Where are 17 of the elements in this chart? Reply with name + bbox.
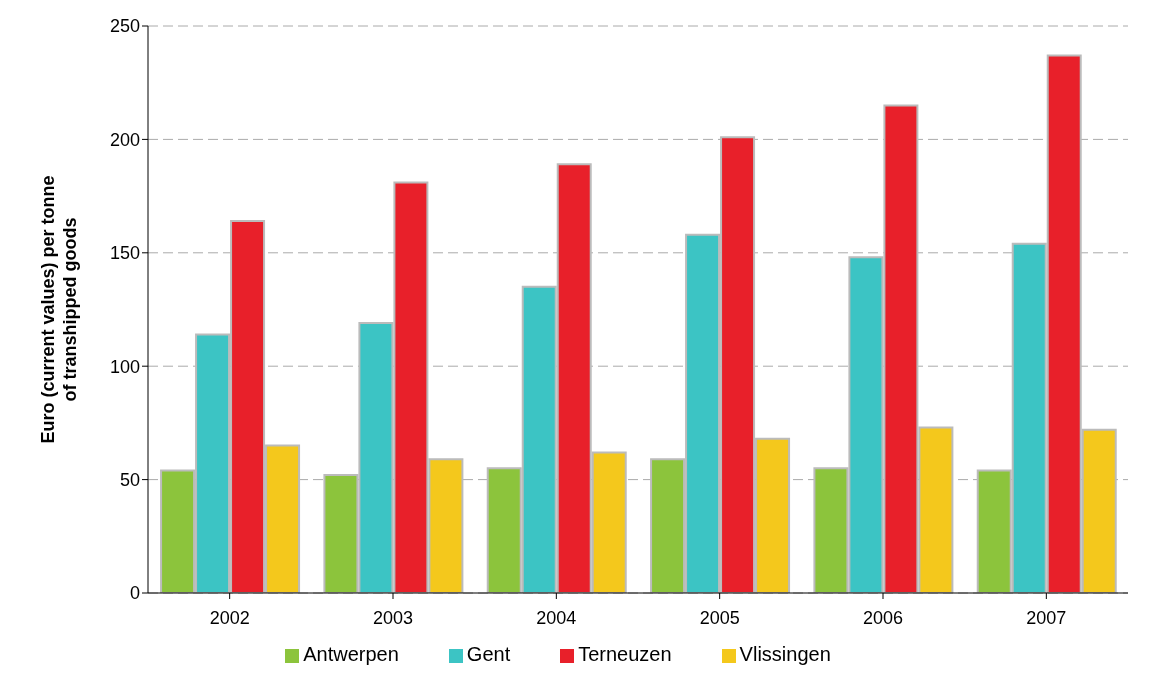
- x-tick-label: 2005: [699, 607, 740, 628]
- y-tick-label: 50: [119, 469, 140, 490]
- legend-label: Gent: [466, 643, 511, 665]
- legend-label: Terneuzen: [578, 643, 672, 665]
- x-tick-label: 2003: [372, 607, 414, 628]
- legend-label: Vlissingen: [739, 643, 831, 665]
- x-tick-label: 2006: [862, 607, 904, 628]
- y-tick-label: 150: [109, 243, 140, 264]
- y-tick-label: 250: [109, 16, 140, 37]
- y-tick-label: 100: [109, 356, 140, 377]
- legend-label: Antwerpen: [303, 643, 399, 665]
- y-tick-label: 200: [109, 129, 140, 150]
- x-tick-label: 2004: [536, 607, 577, 628]
- y-axis-title: Euro (current values) per tonne of transhipped goods: [38, 175, 80, 444]
- x-tick-label: 2007: [1026, 607, 1067, 628]
- x-tick-label: 2002: [209, 607, 250, 628]
- y-tick-label: 0: [129, 583, 140, 604]
